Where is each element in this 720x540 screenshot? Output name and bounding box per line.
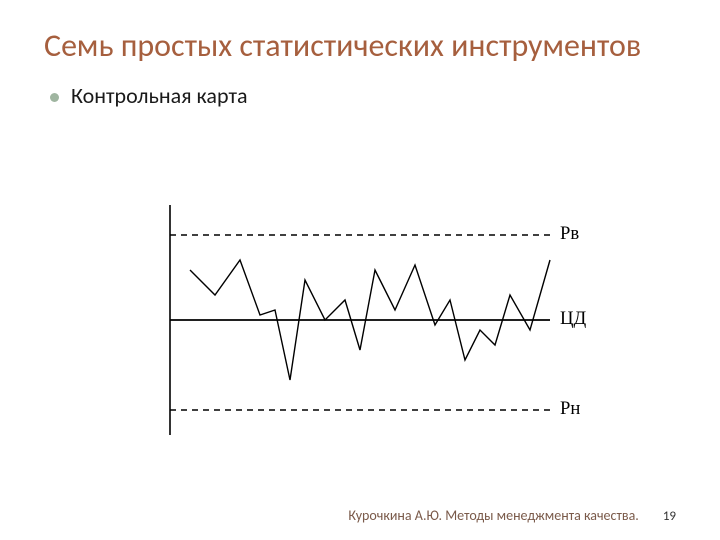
bullet-icon <box>50 93 59 102</box>
bullet-text: Контрольная карта <box>71 83 248 109</box>
footer: Курочкина А.Ю. Методы менеджмента качест… <box>348 507 676 524</box>
footer-author: Курочкина А.Ю. Методы менеджмента качест… <box>348 507 638 524</box>
page-number: 19 <box>663 509 676 524</box>
upper-limit-label: Рв <box>560 223 579 245</box>
bullet-item: Контрольная карта <box>50 83 676 109</box>
control-chart-svg <box>150 200 570 440</box>
slide-title: Семь простых статистических инструментов <box>44 28 676 65</box>
center-line-label: ЦД <box>560 308 586 330</box>
lower-limit-label: Рн <box>560 398 580 420</box>
control-chart: Рв ЦД Рн <box>150 200 610 460</box>
slide: Семь простых статистических инструментов… <box>0 0 720 540</box>
